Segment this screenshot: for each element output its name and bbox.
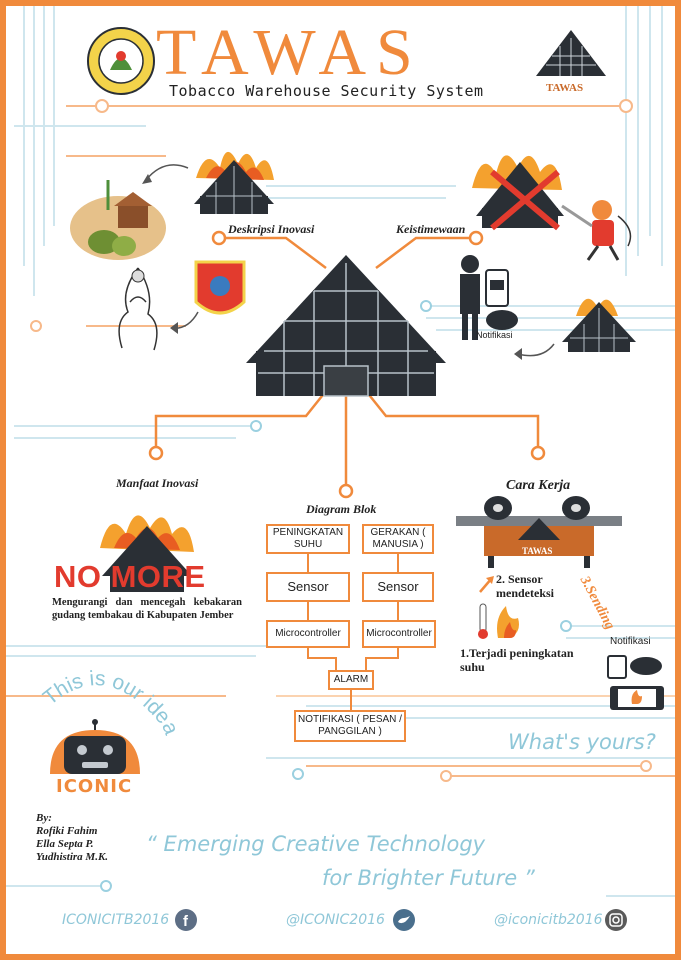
credits-by: By: <box>36 812 52 824</box>
block-sensor-right: Sensor <box>362 572 434 602</box>
branch-connectors <box>148 230 546 499</box>
twitter-handle[interactable]: @ICONIC2016 <box>286 912 385 928</box>
burning-warehouse-crossed-icon <box>472 155 564 231</box>
whats-yours: What's yours? <box>508 730 656 754</box>
arrow-icon <box>170 311 199 334</box>
credit-name: Yudhistira M.K. <box>36 851 109 863</box>
tawas-logo-caption: TAWAS <box>546 82 584 94</box>
block-peningkatan-suhu: PENINGKATAN SUHU <box>266 524 350 554</box>
twitter-icon[interactable] <box>392 908 416 932</box>
burning-warehouse-small-icon <box>562 298 636 352</box>
device-label: TAWAS <box>522 546 553 556</box>
label-diagram-blok: Diagram Blok <box>306 502 377 516</box>
label-manfaat-inovasi: Manfaat Inovasi <box>116 476 199 490</box>
facebook-icon[interactable]: f <box>174 908 198 932</box>
tobacco-barn-illustration <box>70 180 166 260</box>
block-gerakan-manusia: GERAKAN ( MANUSIA ) <box>362 524 434 554</box>
notifikasi-label-right: Notifikasi <box>610 636 651 647</box>
instagram-handle[interactable]: @iconicitb2016 <box>494 912 603 928</box>
block-microcontroller-right: Microcontroller <box>362 620 436 648</box>
block-microcontroller-left: Microcontroller <box>266 620 350 648</box>
idea-curved-text: This is our idea <box>39 667 183 738</box>
central-warehouse-icon <box>246 255 446 397</box>
app-title: TAWAS <box>156 16 423 89</box>
nomore-headline: NO MORE <box>54 559 206 594</box>
jember-emblem <box>194 260 246 315</box>
arrow-icon <box>142 164 189 184</box>
step-1-temperature: 1.Terjadi peningkatan suhu <box>460 646 574 674</box>
instagram-icon[interactable] <box>604 908 628 932</box>
block-notifikasi: NOTIFIKASI ( PESAN / PANGGILAN ) <box>294 710 406 742</box>
iconic-robot-icon <box>50 719 140 774</box>
thermometer-fire-icon <box>478 603 519 639</box>
notifikasi-label-left: Notifikasi <box>476 330 513 340</box>
farmer-illustration <box>118 267 158 351</box>
credit-name: Rofiki Fahim <box>36 825 98 837</box>
slogan-line-2: for Brighter Future ” <box>322 866 535 890</box>
iconic-brand: ICONIC <box>56 776 133 797</box>
manfaat-description: Mengurangi dan mencegah kebakaran gudang… <box>52 597 242 621</box>
facebook-handle[interactable]: ICONICITB2016 <box>62 912 170 928</box>
tawas-logo-icon <box>536 30 606 76</box>
step-2-sensor: 2. Sensor mendeteksi <box>496 572 554 600</box>
university-logo <box>87 27 155 95</box>
arrow-icon <box>514 343 555 360</box>
app-subtitle: Tobacco Warehouse Security System <box>169 82 484 100</box>
label-cara-kerja: Cara Kerja <box>506 478 571 493</box>
arrow-up-icon <box>479 576 494 593</box>
block-alarm: ALARM <box>328 670 374 690</box>
credits: By: Rofiki Fahim Ella Septa P. Yudhistir… <box>36 812 108 864</box>
credit-name: Ella Septa P. <box>36 838 94 850</box>
label-deskripsi-inovasi: Deskripsi Inovasi <box>228 222 315 236</box>
phone-notification-icon <box>607 655 664 710</box>
svg-text:f: f <box>183 913 189 930</box>
sensor-device-illustration <box>456 496 622 568</box>
block-sensor-left: Sensor <box>266 572 350 602</box>
burning-warehouse-nomore-icon <box>100 515 194 592</box>
label-keistimewaan: Keistimewaan <box>396 222 466 236</box>
security-guard-illustration <box>460 255 518 340</box>
slogan-line-1: “ Emerging Creative Technology <box>146 832 486 856</box>
burning-warehouse-icon <box>194 151 274 214</box>
firefighter-illustration <box>561 200 632 261</box>
diagram-connectors <box>307 554 399 710</box>
